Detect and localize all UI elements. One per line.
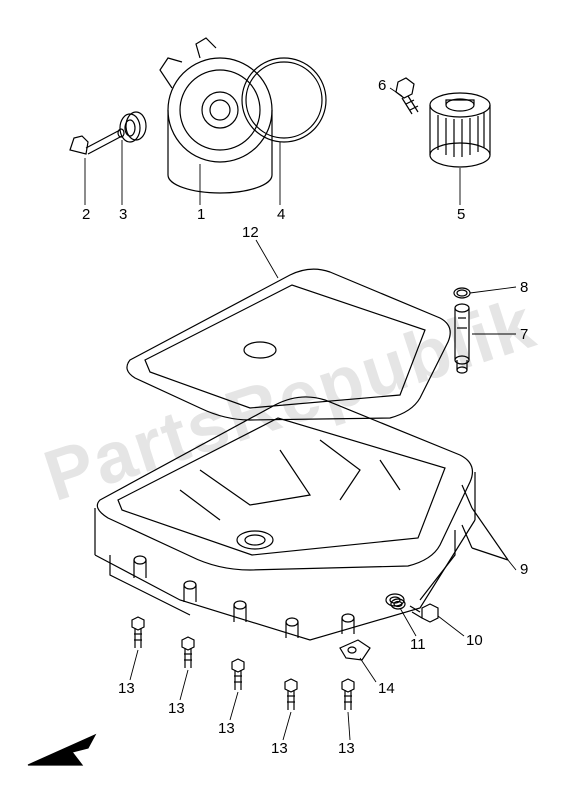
diagram-svg — [0, 0, 579, 799]
callout-14: 14 — [378, 680, 395, 697]
callout-11: 11 — [410, 636, 426, 653]
part-relief-valve — [455, 304, 469, 373]
callout-7: 7 — [520, 326, 528, 343]
callout-6: 6 — [378, 77, 386, 94]
part-oil-pan — [95, 397, 508, 640]
part-bolt-long — [70, 129, 124, 154]
callout-10: 10 — [466, 632, 483, 649]
part-washer — [120, 112, 146, 142]
callout-1: 1 — [197, 206, 205, 223]
part-o-ring-small — [454, 288, 470, 298]
callout-8: 8 — [520, 279, 528, 296]
part-pan-bolt-4 — [285, 679, 297, 710]
callout-9: 9 — [520, 561, 528, 578]
part-o-ring-large — [242, 58, 326, 142]
part-union-bolt — [396, 78, 418, 114]
part-pan-gasket — [127, 269, 450, 420]
part-oil-cooler — [160, 38, 272, 193]
callout-2: 2 — [82, 206, 90, 223]
part-pan-bolt-2 — [182, 637, 194, 668]
callout-13e: 13 — [338, 740, 355, 757]
part-drain-bolt — [410, 604, 438, 622]
callout-13d: 13 — [271, 740, 288, 757]
direction-arrow — [28, 735, 95, 765]
part-gasket-drain — [391, 599, 405, 609]
callout-4: 4 — [277, 206, 285, 223]
diagram-container: PartsRepublik — [0, 0, 579, 799]
part-oil-filter — [430, 93, 490, 167]
callout-3: 3 — [119, 206, 127, 223]
leader-lines — [85, 88, 516, 740]
part-bracket — [340, 640, 370, 660]
part-pan-bolt-3 — [232, 659, 244, 690]
callout-12: 12 — [242, 224, 259, 241]
part-pan-bolt-1 — [132, 617, 144, 648]
part-pan-bolt-5 — [342, 679, 354, 710]
callout-13a: 13 — [118, 680, 135, 697]
callout-13c: 13 — [218, 720, 235, 737]
callout-13b: 13 — [168, 700, 185, 717]
callout-5: 5 — [457, 206, 465, 223]
